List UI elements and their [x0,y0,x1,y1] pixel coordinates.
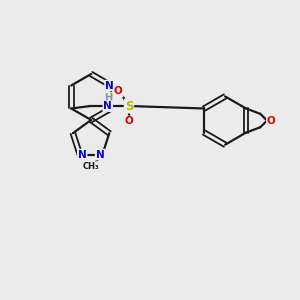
Text: O: O [267,116,276,126]
Text: S: S [125,100,133,112]
Text: H: H [104,93,112,103]
Text: O: O [114,86,123,96]
Text: CH₃: CH₃ [82,162,99,171]
Text: O: O [124,116,133,126]
Text: N: N [103,101,112,111]
Text: N: N [78,150,87,160]
Text: N: N [105,80,114,91]
Text: N: N [96,150,104,160]
